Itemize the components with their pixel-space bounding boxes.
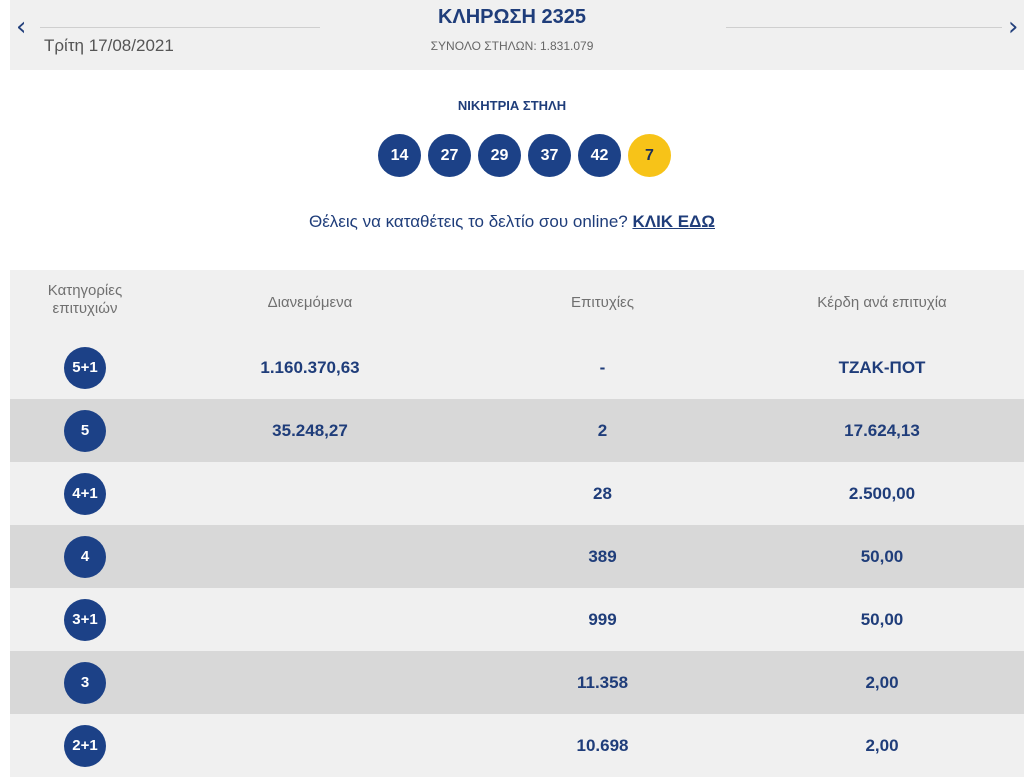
- category-badge: 5+1: [64, 346, 106, 389]
- total-columns: ΣΥΝΟΛΟ ΣΤΗΛΩΝ: 1.831.079: [430, 39, 594, 53]
- prize-value: 2,00: [865, 735, 899, 755]
- prize-value: 50,00: [860, 609, 904, 629]
- header-divider-right: [726, 27, 1002, 28]
- winners-value: 28: [593, 483, 612, 503]
- distributed-value: 1.160.370,63: [260, 357, 360, 377]
- category-badge: 3: [64, 661, 106, 704]
- draw-header: [10, 0, 1024, 70]
- winners-value: 2: [597, 420, 608, 440]
- winners-value: 10.698: [576, 735, 629, 755]
- distributed-value: [160, 651, 460, 714]
- joker-number-ball: 7: [628, 134, 671, 177]
- category-header-line2: επιτυχιών: [52, 300, 118, 317]
- table-header: Κατηγορίες επιτυχιών Διανεμόμενα Επιτυχί…: [10, 270, 1024, 336]
- winning-number-ball: 14: [378, 134, 421, 177]
- promo-text: Θέλεις να καταθέτεις το δελτίο σου onlin…: [309, 212, 628, 231]
- header-divider-left: [40, 27, 320, 28]
- winning-column-label: ΝΙΚΗΤΡΙΑ ΣΤΗΛΗ: [457, 98, 567, 113]
- category-header: Κατηγορίες επιτυχιών: [10, 282, 160, 318]
- distributed-value: [160, 462, 460, 525]
- previous-draw-arrow-icon[interactable]: ‹: [16, 12, 27, 42]
- category-badge: 5: [64, 409, 106, 452]
- table-row: 4 389 50,00: [10, 525, 1024, 588]
- online-promo: Θέλεις να καταθέτεις το δελτίο σου onlin…: [0, 212, 1024, 232]
- winners-header: Επιτυχίες: [571, 294, 634, 311]
- prize-value: 2.500,00: [848, 483, 916, 503]
- prize-value: 17.624,13: [844, 420, 920, 440]
- category-badge: 3+1: [64, 598, 106, 641]
- distributed-value: 35.248,27: [272, 420, 348, 440]
- category-header-line1: Κατηγορίες: [47, 282, 123, 299]
- category-badge: 2+1: [64, 724, 106, 767]
- table-row: 5 35.248,27 2 17.624,13: [10, 399, 1024, 462]
- prize-value: 50,00: [860, 546, 904, 566]
- prize-table: Κατηγορίες επιτυχιών Διανεμόμενα Επιτυχί…: [10, 270, 1024, 777]
- category-badge: 4: [64, 535, 106, 578]
- next-draw-arrow-icon[interactable]: ›: [1008, 12, 1019, 42]
- draw-date: Τρίτη 17/08/2021: [44, 36, 174, 55]
- winning-number-ball: 42: [578, 134, 621, 177]
- winning-numbers: 14 27 29 37 42 7: [378, 134, 671, 177]
- prize-value: 2,00: [865, 672, 899, 692]
- winners-value: -: [599, 357, 606, 377]
- winners-value: 11.358: [576, 672, 629, 692]
- table-row: 4+1 28 2.500,00: [10, 462, 1024, 525]
- distributed-value: [160, 714, 460, 777]
- draw-title: ΚΛΗΡΩΣΗ 2325: [437, 6, 587, 28]
- table-row: 3+1 999 50,00: [10, 588, 1024, 651]
- table-row: 3 11.358 2,00: [10, 651, 1024, 714]
- table-row: 5+1 1.160.370,63 - ΤΖΑΚ-ΠΟΤ: [10, 336, 1024, 399]
- prize-value: ΤΖΑΚ-ΠΟΤ: [838, 357, 926, 377]
- distributed-header: Διανεμόμενα: [267, 294, 353, 311]
- winners-value: 389: [588, 546, 617, 566]
- click-here-link[interactable]: ΚΛΙΚ ΕΔΩ: [632, 212, 715, 231]
- table-row: 2+1 10.698 2,00: [10, 714, 1024, 777]
- winners-value: 999: [588, 609, 617, 629]
- winning-number-ball: 27: [428, 134, 471, 177]
- distributed-value: [160, 588, 460, 651]
- category-badge: 4+1: [64, 472, 106, 515]
- winning-number-ball: 29: [478, 134, 521, 177]
- prize-header: Κέρδη ανά επιτυχία: [817, 294, 947, 311]
- winning-number-ball: 37: [528, 134, 571, 177]
- distributed-value: [160, 525, 460, 588]
